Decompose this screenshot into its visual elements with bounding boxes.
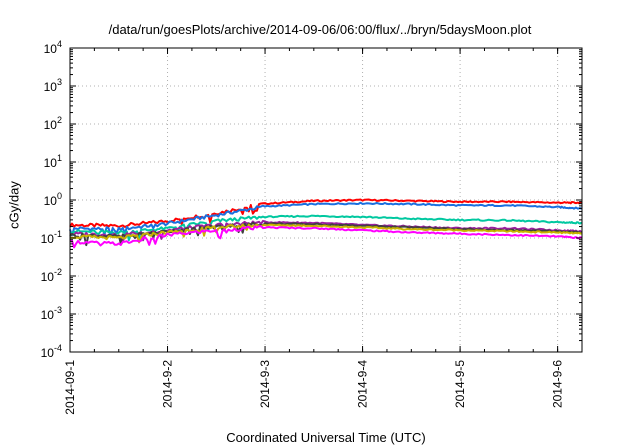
y-tick-label: 10-2 [41, 267, 62, 284]
x-tick-label: 2014-9-3 [258, 360, 272, 408]
axis-ticks [69, 47, 583, 353]
series-line [69, 198, 583, 228]
y-tick-label: 103 [44, 77, 62, 94]
y-tick-labels: 10-4 10-3 10-2 10-1 100 101 102 103 104 [41, 39, 62, 360]
y-tick-label: 104 [44, 39, 62, 56]
y-tick-label: 10-4 [41, 343, 62, 360]
y-tick-label: 102 [44, 115, 62, 132]
x-tick-label: 2014-9-5 [453, 360, 467, 408]
y-tick-label: 10-3 [41, 305, 62, 322]
series-lines [69, 198, 583, 249]
x-tick-label: 2014-09-1 [63, 360, 77, 415]
y-tick-label: 100 [44, 191, 62, 208]
y-tick-label: 10-1 [41, 229, 62, 246]
series-line [69, 201, 583, 237]
x-tick-label: 2014-9-6 [551, 360, 565, 408]
y-tick-label: 101 [44, 153, 62, 170]
x-tick-labels: 2014-09-1 2014-9-2 2014-9-3 2014-9-4 2014-9-… [63, 360, 565, 415]
x-tick-label: 2014-9-4 [356, 360, 370, 408]
series-line [69, 214, 582, 242]
x-tick-label: 2014-9-2 [161, 360, 175, 408]
x-axis-label: Coordinated Universal Time (UTC) [226, 430, 426, 445]
series-line [69, 225, 583, 249]
chart-title: /data/run/goesPlots/archive/2014-09-06/0… [108, 22, 532, 37]
